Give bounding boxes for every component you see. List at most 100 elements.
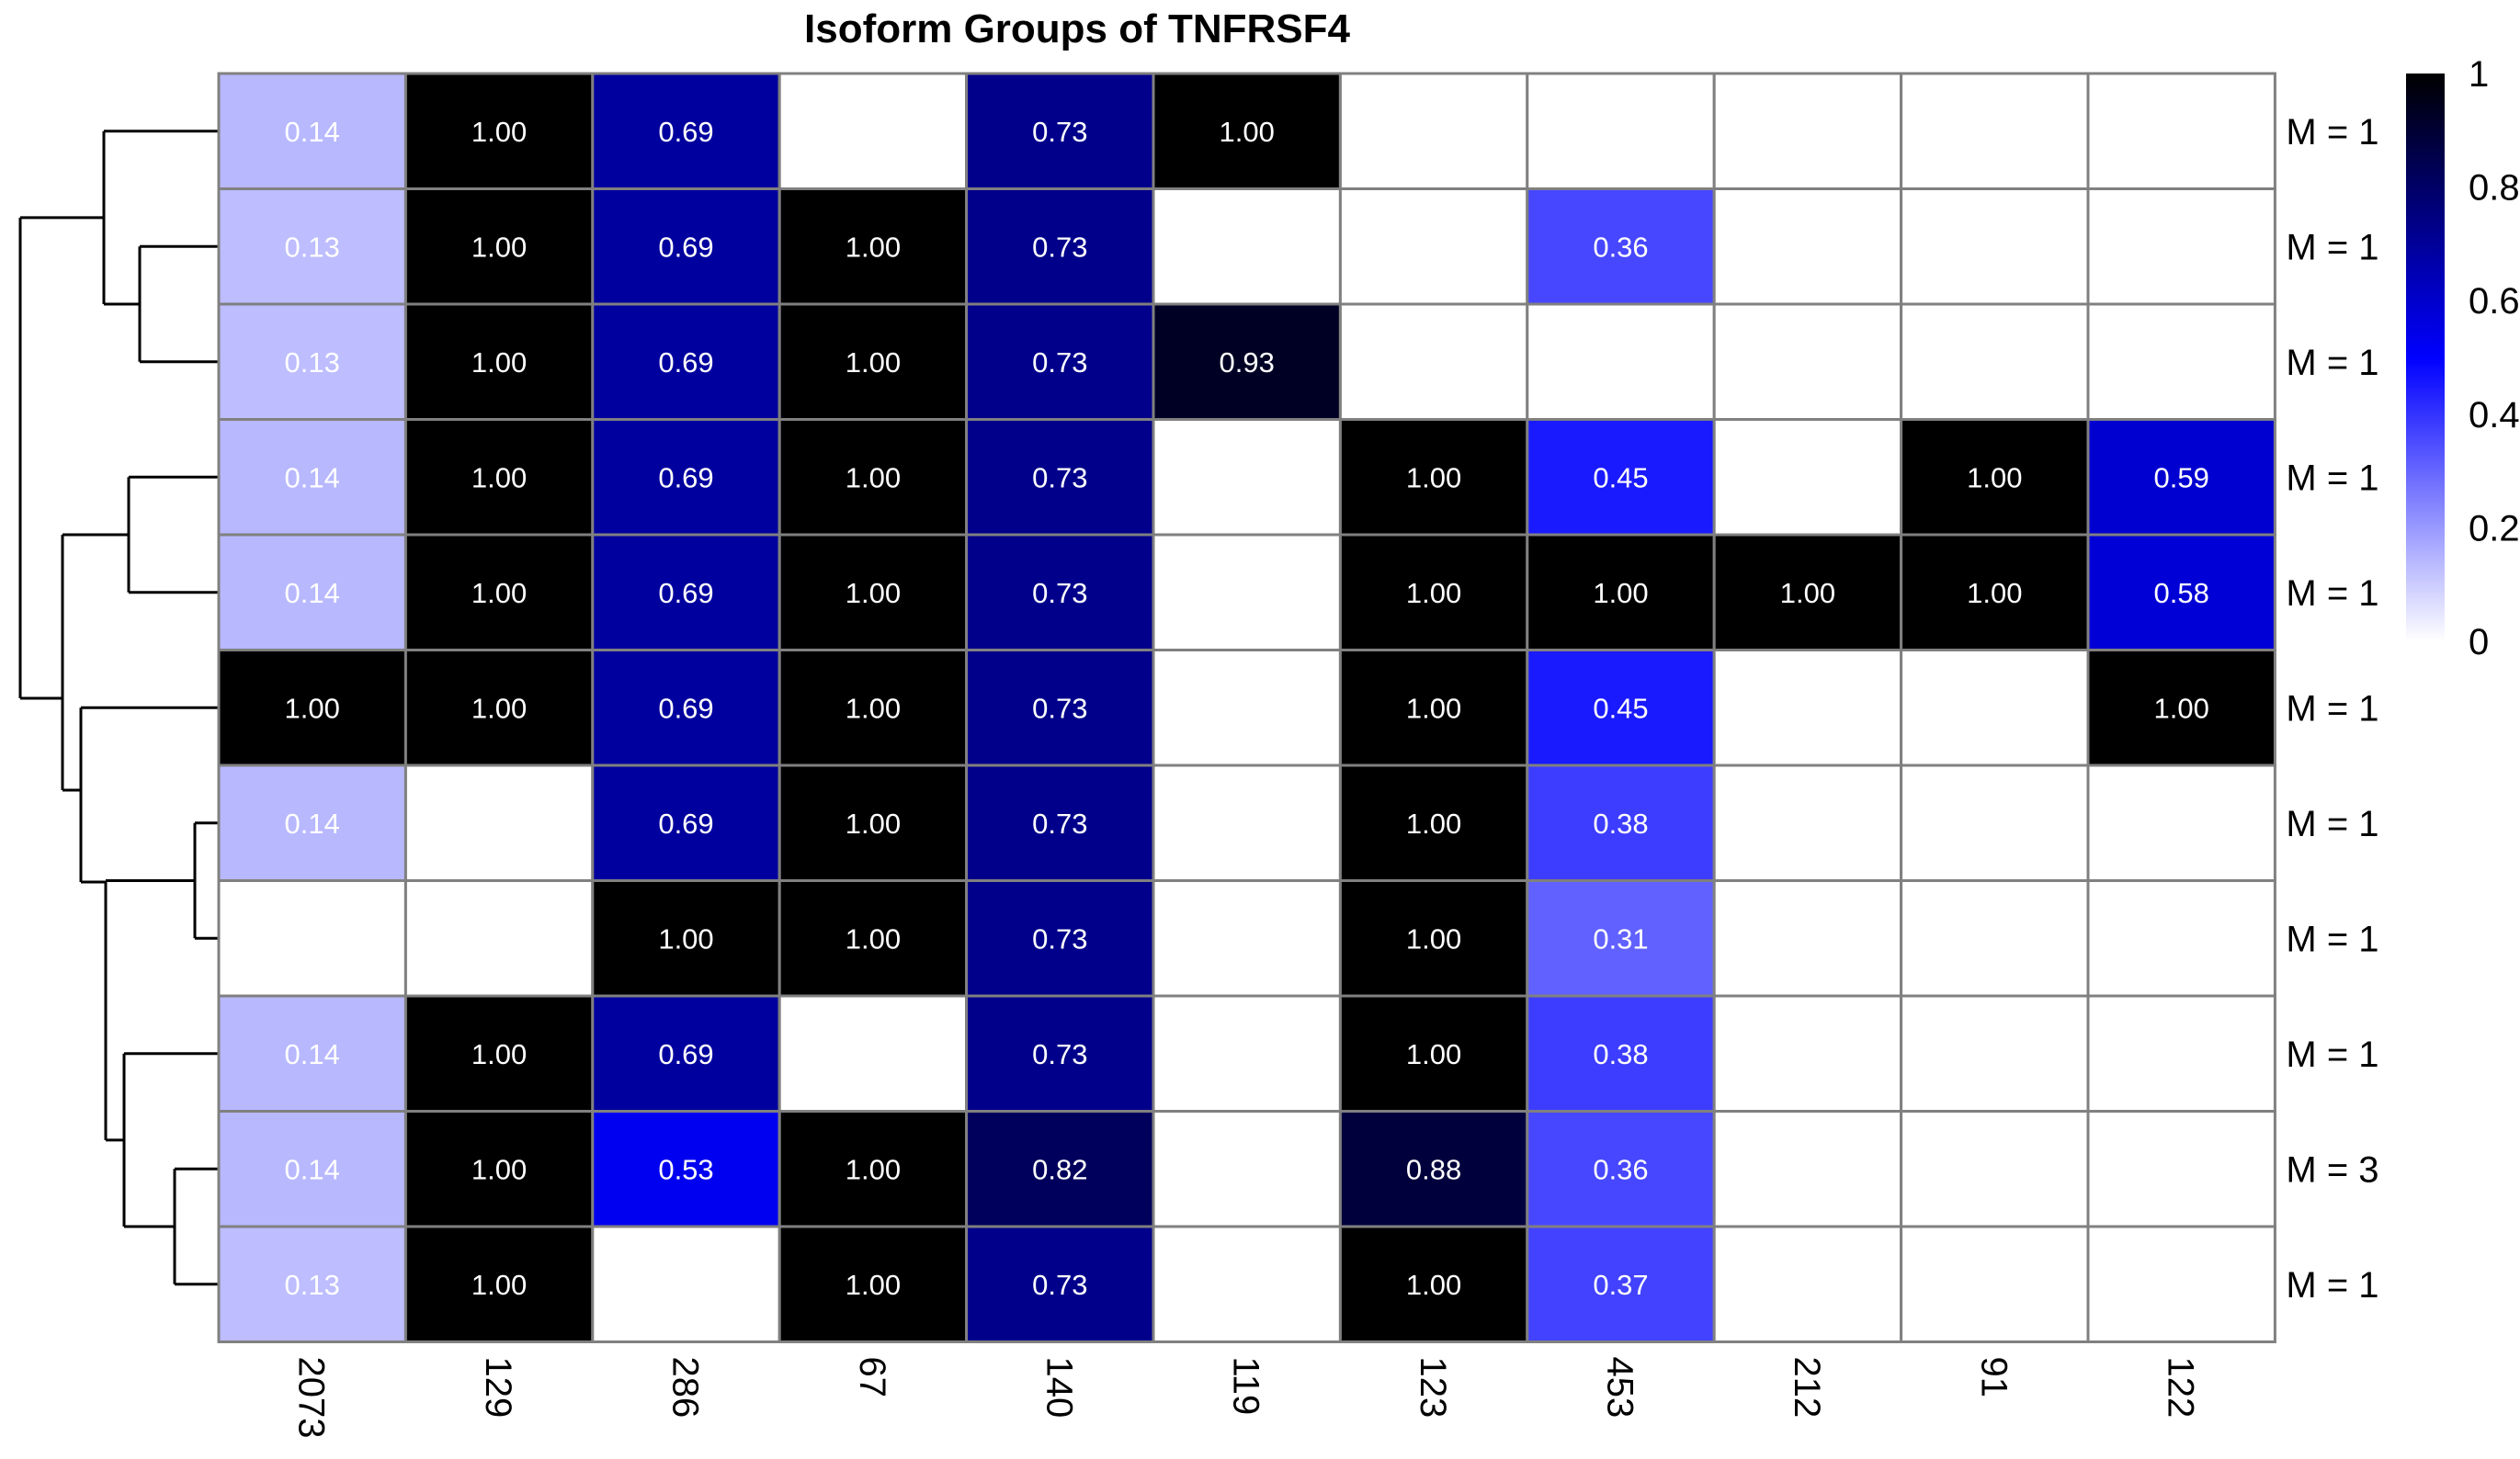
heatmap-cell (591, 649, 781, 767)
cell-value-label: 1.00 (1406, 808, 1461, 840)
heatmap-cell (778, 763, 969, 882)
cell-value-label: 1.00 (471, 1269, 527, 1301)
heatmap-cell (778, 418, 969, 537)
heatmap-cell (1900, 302, 2090, 421)
heatmap-cell (591, 1225, 781, 1343)
heatmap-cell (1900, 72, 2090, 190)
heatmap-cell (591, 879, 781, 998)
heatmap-cell (403, 418, 595, 537)
heatmap-cell (2086, 879, 2276, 998)
cell-value-label: 1.00 (471, 231, 527, 263)
cell-value-label: 1.00 (846, 808, 901, 840)
cell-value-label: 1.00 (471, 461, 527, 493)
heatmap-cell (1900, 879, 2090, 998)
cell-value-label: 1.00 (1220, 116, 1275, 148)
heatmap-cell (217, 187, 407, 306)
heatmap-cell (2086, 1225, 2276, 1343)
cell-value-label: 0.73 (1032, 461, 1087, 493)
cell-value-label: 0.73 (1032, 808, 1087, 840)
cell-value-label: 1.00 (1406, 1269, 1461, 1301)
row-label: M = 1 (2286, 573, 2378, 614)
cell-value-label: 0.88 (1406, 1153, 1461, 1185)
column-label: 91 (1973, 1357, 2014, 1398)
row-label: M = 1 (2286, 343, 2378, 383)
heatmap-cell (965, 533, 1155, 651)
heatmap-cell (2086, 72, 2276, 190)
cell-value-label: 0.73 (1032, 116, 1087, 148)
cell-value-label: 0.36 (1593, 1153, 1648, 1185)
heatmap-cell (1526, 879, 1716, 998)
row-label: M = 1 (2286, 1035, 2378, 1075)
column-label: 119 (1226, 1357, 1266, 1416)
cell-value-label: 1.00 (846, 922, 901, 955)
cell-value-label: 1.00 (846, 692, 901, 724)
heatmap-cell (778, 72, 969, 190)
column-label: 122 (2161, 1357, 2201, 1419)
heatmap-cell (403, 649, 595, 767)
row-dendrogram (18, 130, 219, 1286)
heatmap-cell (965, 879, 1155, 998)
cell-value-label: 1.00 (471, 1153, 527, 1185)
cell-value-label: 0.73 (1032, 231, 1087, 263)
heatmap-cell (1712, 649, 1903, 767)
cell-value-label: 0.58 (2154, 577, 2209, 609)
cell-value-label: 1.00 (846, 346, 901, 379)
cell-value-label: 0.37 (1593, 1269, 1648, 1301)
heatmap-cell (1900, 418, 2090, 537)
cell-value-label: 0.14 (285, 116, 340, 148)
cell-value-label: 0.69 (658, 808, 713, 840)
heatmap-cell (403, 302, 595, 421)
heatmap-cell (217, 418, 407, 537)
heatmap-cell (403, 533, 595, 651)
cell-value-label: 0.45 (1593, 461, 1648, 493)
cell-value-label: 0.82 (1032, 1153, 1087, 1185)
heatmap-cell (2086, 994, 2276, 1113)
heatmap-cell (403, 879, 595, 998)
heatmap-cell (1900, 994, 2090, 1113)
cell-value-label: 0.73 (1032, 922, 1087, 955)
row-label: M = 1 (2286, 458, 2378, 498)
heatmap-cell (965, 1110, 1155, 1228)
heatmap-cell (1152, 72, 1342, 190)
cell-value-label: 0.73 (1032, 346, 1087, 379)
cell-value-label: 1.00 (846, 577, 901, 609)
heatmap-cell (1712, 418, 1903, 537)
cell-value-label: 1.00 (1593, 577, 1648, 609)
row-label: M = 1 (2286, 804, 2378, 844)
cell-value-label: 1.00 (471, 1038, 527, 1070)
cell-value-label: 1.00 (471, 692, 527, 724)
heatmap-cell (1712, 1110, 1903, 1228)
heatmap-cell (1712, 763, 1903, 882)
cell-value-label: 0.69 (658, 1038, 713, 1070)
legend-tick-label: 1 (2469, 54, 2489, 95)
heatmap-cell (1712, 187, 1903, 306)
cell-value-label: 0.73 (1032, 1038, 1087, 1070)
heatmap-cell (1526, 72, 1716, 190)
cell-value-label: 0.69 (658, 231, 713, 263)
heatmap-cell (1152, 1225, 1342, 1343)
cell-value-label: 0.14 (285, 808, 340, 840)
heatmap-cell (217, 879, 407, 998)
heatmap-cell (1900, 533, 2090, 651)
cell-value-label: 0.93 (1220, 346, 1275, 379)
cell-value-label: 0.69 (658, 577, 713, 609)
cell-value-label: 0.14 (285, 461, 340, 493)
legend-tick-label: 0.4 (2469, 395, 2520, 435)
heatmap-cell (217, 1110, 407, 1228)
heatmap-cell (1152, 1110, 1342, 1228)
heatmap-cell (1152, 533, 1342, 651)
cell-value-label: 1.00 (846, 461, 901, 493)
heatmap-cell (965, 302, 1155, 421)
cell-value-label: 1.00 (1406, 692, 1461, 724)
cell-value-label: 1.00 (1967, 577, 2022, 609)
cell-value-label: 0.73 (1032, 1269, 1087, 1301)
heatmap-cell (1712, 72, 1903, 190)
heatmap-cell (1712, 879, 1903, 998)
cell-value-label: 1.00 (1406, 461, 1461, 493)
row-label: M = 3 (2286, 1149, 2378, 1190)
cell-value-label: 1.00 (471, 116, 527, 148)
column-label: 140 (1039, 1357, 1079, 1419)
row-labels: M = 1 M = 1 M = 1 M = 1 M = 1 M = 1 M = 1 M = 1… (2286, 112, 2378, 1306)
cell-value-label: 1.00 (285, 692, 340, 724)
heatmap-cell (2086, 763, 2276, 882)
